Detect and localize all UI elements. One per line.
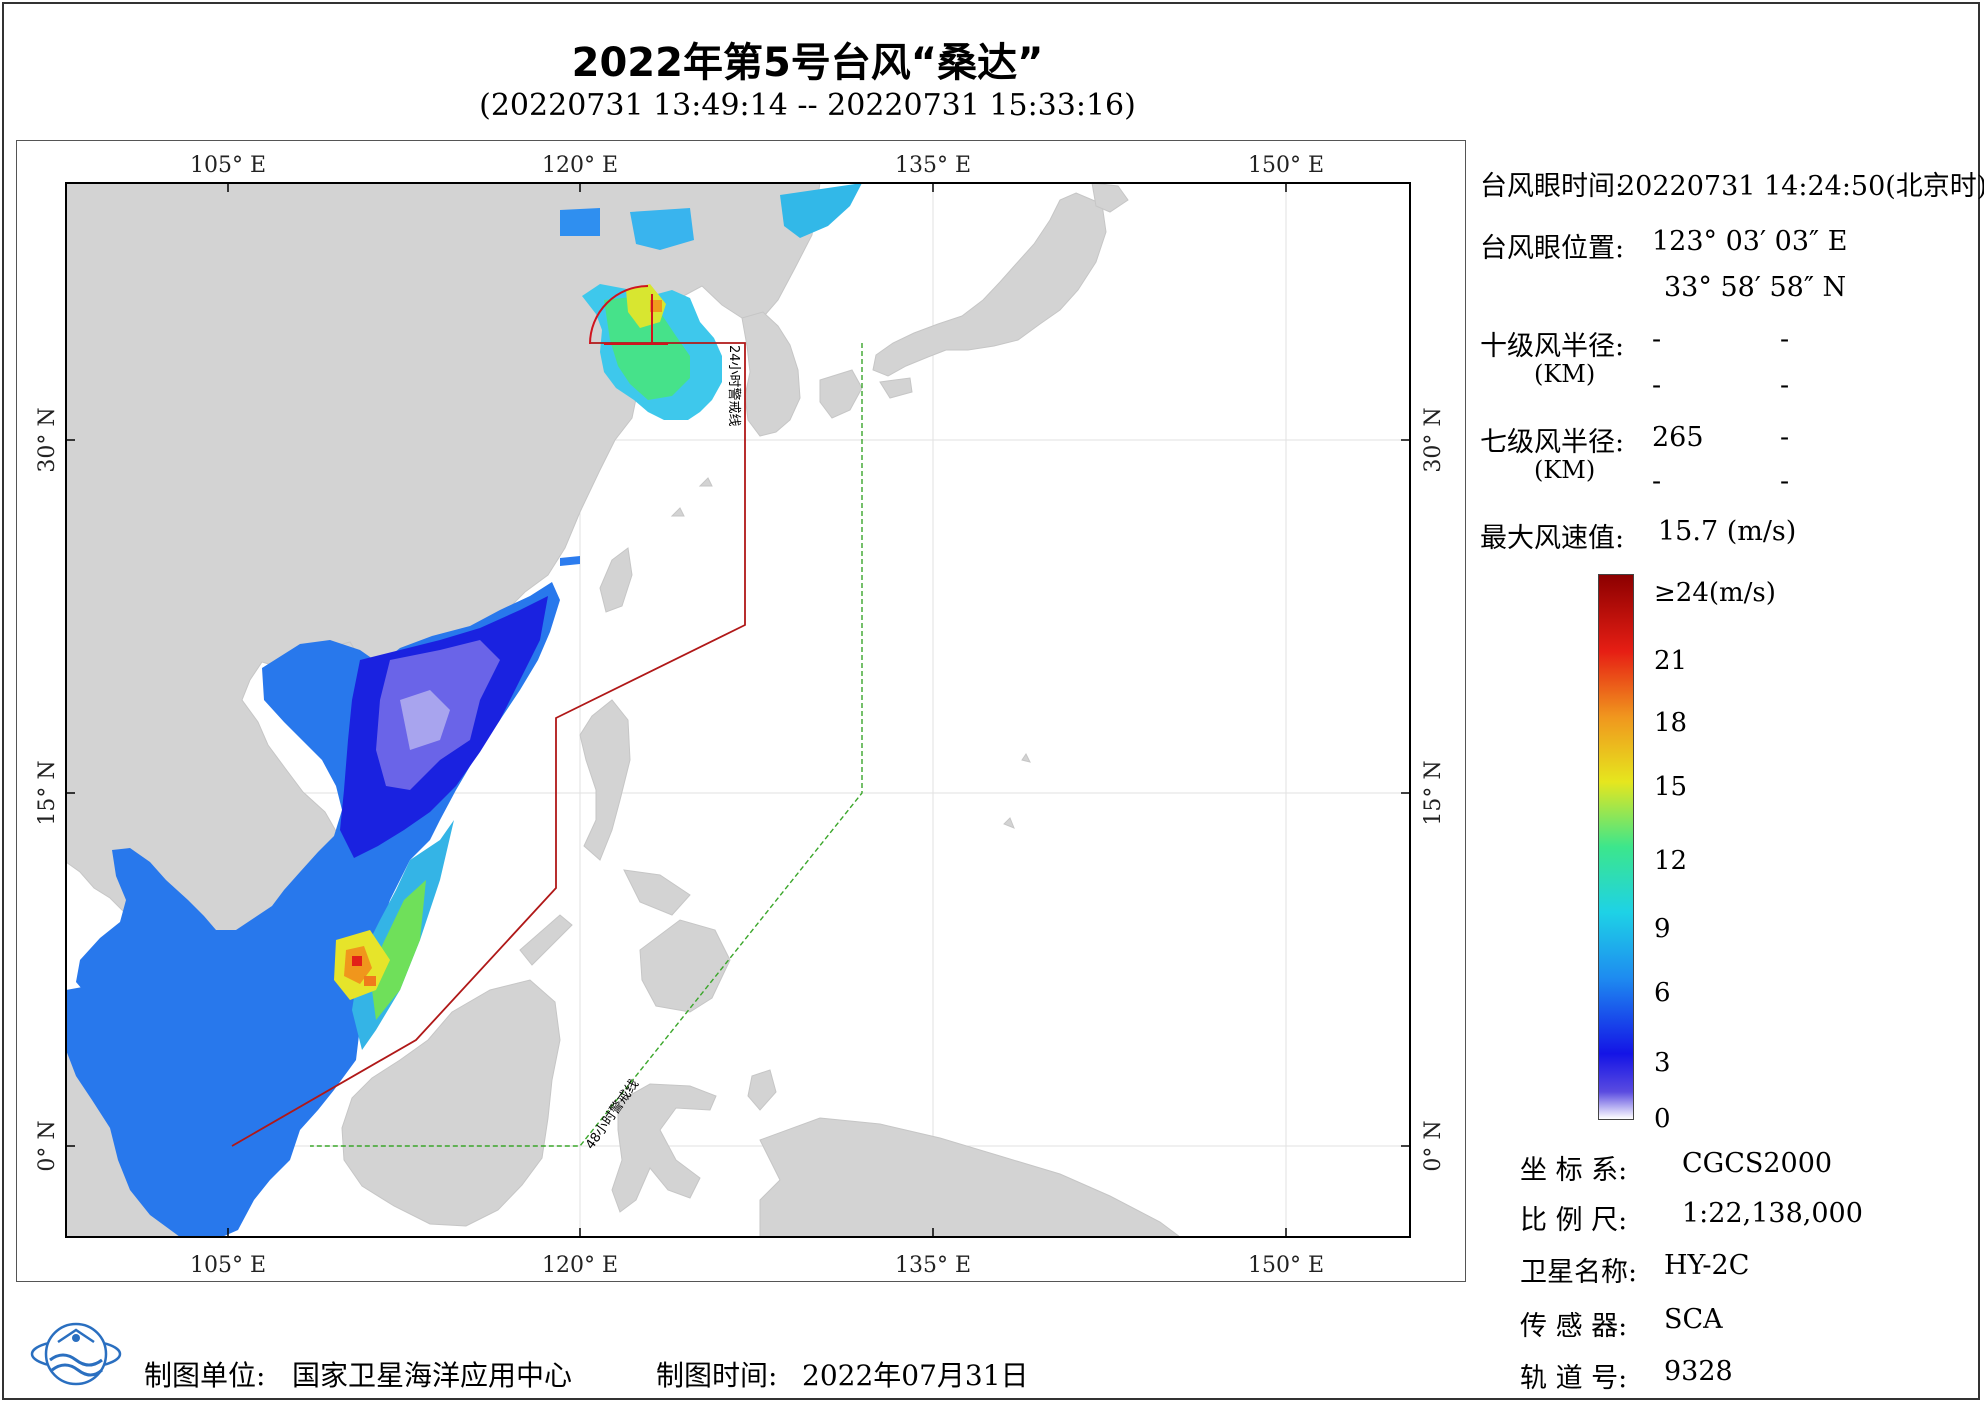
lat-label-left-30: 30° N xyxy=(35,407,60,472)
lon-label-bottom-105: 105° E xyxy=(190,1253,266,1278)
producer-value: 国家卫星海洋应用中心 xyxy=(292,1359,573,1392)
typhoon-wind-map[interactable]: 105° E 120° E 135° E 150° E 105° E 120° … xyxy=(0,0,1470,1290)
colorbar-label-3: 3 xyxy=(1654,1048,1671,1078)
scale-label: 比 例 尺: xyxy=(1520,1205,1628,1236)
r10-unit: (KM) xyxy=(1534,360,1596,388)
production-date-value: 2022年07月31日 xyxy=(802,1359,1029,1392)
wind-swath-south-red-cell2 xyxy=(364,976,376,986)
japan-kyushu xyxy=(819,369,863,419)
colorbar-label-24: ≥24(m/s) xyxy=(1654,578,1776,608)
orbit-label: 轨 道 号: xyxy=(1520,1363,1628,1394)
agency-logo xyxy=(30,1322,122,1386)
japan-honshu xyxy=(872,192,1107,377)
r7-unit: (KM) xyxy=(1534,456,1596,484)
wind-swath-south xyxy=(66,556,580,1237)
max-wind-label: 最大风速值: xyxy=(1480,523,1625,554)
eye-latitude: 33° 58′ 58″ N xyxy=(1664,272,1847,303)
sensor-label: 传 感 器: xyxy=(1520,1311,1628,1342)
wind-swath-north-max xyxy=(626,284,666,328)
r7-value-4: - xyxy=(1780,466,1790,497)
japan-hokkaido xyxy=(1091,183,1129,213)
ryukyu-2 xyxy=(698,477,713,487)
lon-label-top-135: 135° E xyxy=(895,153,971,178)
ryukyu-1 xyxy=(670,507,685,517)
colorbar-label-12: 12 xyxy=(1654,846,1688,876)
eye-position-label: 台风眼位置: xyxy=(1480,233,1625,264)
colorbar-label-0: 0 xyxy=(1654,1104,1671,1134)
max-wind-value: 15.7 (m/s) xyxy=(1658,516,1797,547)
eye-longitude: 123° 03′ 03″ E xyxy=(1652,226,1848,257)
colorbar-label-6: 6 xyxy=(1654,978,1671,1008)
warning-line-48h xyxy=(310,343,863,1147)
borneo xyxy=(341,979,561,1227)
r10-value-2: - xyxy=(1780,324,1790,355)
satellite-value: HY-2C xyxy=(1664,1250,1750,1281)
luzon xyxy=(579,699,631,861)
lon-label-top-150: 150° E xyxy=(1248,153,1324,178)
colorbar-label-21: 21 xyxy=(1654,646,1688,676)
colorbar-label-18: 18 xyxy=(1654,708,1688,738)
colorbar-label-9: 9 xyxy=(1654,914,1671,944)
mariana-1 xyxy=(1003,817,1015,829)
mindanao xyxy=(639,919,731,1013)
warning-24h-label: 24小时警戒线 xyxy=(726,345,742,427)
r7-label: 七级风半径: xyxy=(1480,427,1625,458)
wind-swath-south-red-cell xyxy=(352,956,362,966)
r7-value-2: - xyxy=(1780,422,1790,453)
lon-label-bottom-150: 150° E xyxy=(1248,1253,1324,1278)
visayas xyxy=(623,869,691,916)
wind-speed-colorbar xyxy=(1598,574,1634,1120)
lat-label-left-15: 15° N xyxy=(35,760,60,825)
typhoon-eye-marker xyxy=(589,285,668,345)
sensor-value: SCA xyxy=(1664,1304,1723,1335)
r10-label: 十级风半径: xyxy=(1480,331,1625,362)
production-date-label: 制图时间: xyxy=(656,1359,778,1392)
halmahera xyxy=(747,1069,777,1111)
wind-swath-south-light2 xyxy=(400,690,450,750)
scale-value: 1:22,138,000 xyxy=(1682,1198,1863,1229)
taiwan xyxy=(599,547,633,613)
lat-label-right-30: 30° N xyxy=(1421,407,1446,472)
wind-swath-south-green xyxy=(372,880,426,1020)
eye-time-label: 台风眼时间: xyxy=(1480,171,1625,202)
lat-label-right-0: 0° N xyxy=(1421,1120,1446,1171)
wind-swath-north-fringe2 xyxy=(630,208,694,250)
warning-line-24h xyxy=(231,342,746,1147)
eye-marker-arc xyxy=(589,285,649,345)
new-guinea xyxy=(759,1117,1181,1237)
wind-swath-korea-east xyxy=(780,183,862,238)
crs-value: CGCS2000 xyxy=(1682,1148,1833,1179)
r7-value-1: 265 xyxy=(1652,422,1704,453)
producer-label: 制图单位: xyxy=(144,1359,266,1392)
wind-swath-taiwan-strait xyxy=(560,556,580,566)
lon-label-top-120: 120° E xyxy=(542,153,618,178)
map-axes xyxy=(65,182,1411,1238)
eye-time-value: 20220731 14:24:50(北京时) xyxy=(1618,171,1984,202)
japan-shikoku xyxy=(879,377,913,399)
sulawesi xyxy=(611,1083,717,1213)
lon-label-top-105: 105° E xyxy=(190,153,266,178)
r10-value-3: - xyxy=(1652,370,1662,401)
colorbar-label-15: 15 xyxy=(1654,772,1688,802)
map-title: 2022年第5号台风“桑达” xyxy=(571,40,1044,86)
r10-value-4: - xyxy=(1780,370,1790,401)
mariana-2 xyxy=(1021,753,1031,763)
axis-ticks xyxy=(66,183,1410,1237)
map-frame xyxy=(16,140,1466,1282)
lon-label-bottom-135: 135° E xyxy=(895,1253,971,1278)
r10-value-1: - xyxy=(1652,324,1662,355)
korea-peninsula xyxy=(741,311,801,437)
satellite-label: 卫星名称: xyxy=(1520,1257,1638,1288)
lat-label-right-15: 15° N xyxy=(1421,760,1446,825)
orbit-value: 9328 xyxy=(1664,1356,1733,1387)
wind-swath-north-fringe xyxy=(560,208,600,236)
palawan xyxy=(519,914,573,966)
map-subtitle: (20220731 13:49:14 -- 20220731 15:33:16) xyxy=(479,88,1136,123)
lat-label-left-0: 0° N xyxy=(35,1120,60,1171)
lon-label-bottom-120: 120° E xyxy=(542,1253,618,1278)
crs-label: 坐 标 系: xyxy=(1520,1155,1628,1186)
wind-swath-north-core xyxy=(604,296,690,400)
r7-value-3: - xyxy=(1652,466,1662,497)
